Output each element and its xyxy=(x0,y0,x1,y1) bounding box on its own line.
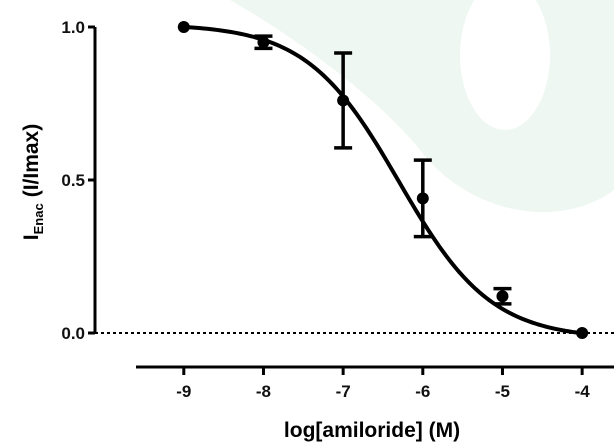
data-point xyxy=(496,290,509,303)
x-tick-label: -8 xyxy=(256,382,271,401)
x-tick-label: -5 xyxy=(495,382,510,401)
x-axis: -9 -8 -7 -6 -5 -4 xyxy=(136,365,614,401)
x-axis-title: log[amiloride] (M) xyxy=(284,419,460,442)
y-tick-label: 1.0 xyxy=(61,18,85,37)
data-point xyxy=(337,94,350,107)
data-point xyxy=(576,327,589,339)
fit-curve xyxy=(183,24,583,335)
y-axis-title-main: I xyxy=(20,234,43,240)
y-tick-label: 0.5 xyxy=(61,171,85,190)
data-point xyxy=(177,21,190,33)
background-highlight xyxy=(460,0,550,130)
y-axis-title-subscript: Enac xyxy=(31,203,46,234)
plot-area xyxy=(95,21,614,339)
data-point xyxy=(257,36,270,49)
data-point xyxy=(416,192,429,205)
x-tick-label: -6 xyxy=(415,382,430,401)
y-axis-title: IEnac (I/Imax) xyxy=(20,124,46,240)
x-tick-label: -7 xyxy=(336,382,351,401)
y-axis: 0.0 0.5 1.0 xyxy=(61,18,97,343)
x-tick-label: -4 xyxy=(575,382,591,401)
x-tick-label: -9 xyxy=(176,382,191,401)
y-tick-label: 0.0 xyxy=(61,324,85,343)
y-axis-title-unit: (I/Imax) xyxy=(20,124,43,198)
